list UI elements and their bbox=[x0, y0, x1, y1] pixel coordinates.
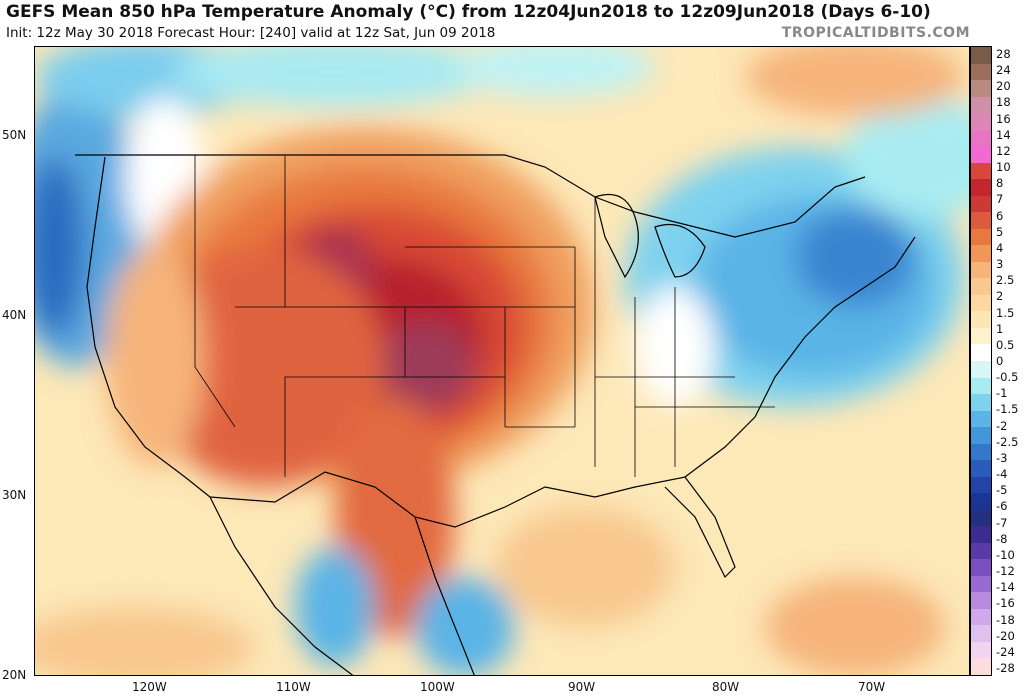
colorbar-cell bbox=[971, 460, 991, 478]
colorbar-label: 16 bbox=[996, 111, 1011, 126]
colorbar-label: 28 bbox=[996, 47, 1011, 61]
colorbar-cell bbox=[971, 47, 991, 65]
colorbar-cell bbox=[971, 361, 991, 379]
colorbar-label: 7 bbox=[996, 192, 1004, 207]
lon-label-110w: 110W bbox=[276, 680, 311, 694]
lat-label-30n: 30N bbox=[2, 488, 27, 502]
colorbar-label: -0.5 bbox=[996, 370, 1019, 385]
colorbar-cell bbox=[971, 410, 991, 428]
colorbar-cell bbox=[971, 658, 991, 676]
colorbar-cell bbox=[971, 179, 991, 197]
header: GEFS Mean 850 hPa Temperature Anomaly (°… bbox=[0, 0, 1024, 46]
colorbar-cell bbox=[971, 63, 991, 81]
colorbar-cell bbox=[971, 113, 991, 131]
anomaly-map bbox=[34, 46, 970, 676]
colorbar-label: -3 bbox=[996, 450, 1008, 465]
colorbar-label: -18 bbox=[996, 612, 1015, 627]
colorbar-label: -16 bbox=[996, 596, 1015, 611]
map-boundaries bbox=[75, 154, 916, 675]
colorbar-label: -8 bbox=[996, 531, 1008, 546]
colorbar-cell bbox=[971, 311, 991, 329]
colorbar-cell bbox=[971, 641, 991, 659]
colorbar-label: 8 bbox=[996, 176, 1004, 191]
map-title: GEFS Mean 850 hPa Temperature Anomaly (°… bbox=[6, 2, 931, 22]
lon-label-100w: 100W bbox=[420, 680, 455, 694]
colorbar-cell bbox=[971, 278, 991, 296]
colorbar-cell bbox=[971, 245, 991, 263]
colorbar-label: -6 bbox=[996, 499, 1008, 514]
colorbar-label: 24 bbox=[996, 63, 1011, 78]
colorbar-cell bbox=[971, 327, 991, 345]
colorbar-label: 12 bbox=[996, 143, 1011, 158]
colorbar-label: -2 bbox=[996, 418, 1008, 433]
colorbar-cell bbox=[971, 559, 991, 577]
colorbar-label: 4 bbox=[996, 240, 1004, 255]
colorbar-cell bbox=[971, 344, 991, 362]
colorbar-label: 18 bbox=[996, 95, 1011, 110]
colorbar-label: -1.5 bbox=[996, 402, 1019, 417]
colorbar-label: -1 bbox=[996, 386, 1008, 401]
colorbar-cell bbox=[971, 261, 991, 279]
colorbar bbox=[970, 46, 992, 676]
colorbar-cell bbox=[971, 592, 991, 610]
colorbar-cell bbox=[971, 575, 991, 593]
lon-label-120w: 120W bbox=[132, 680, 167, 694]
colorbar-cell bbox=[971, 509, 991, 527]
colorbar-label: -28 bbox=[996, 661, 1015, 675]
map-subtitle: Init: 12z May 30 2018 Forecast Hour: [24… bbox=[6, 25, 496, 41]
colorbar-label: 0.5 bbox=[996, 337, 1015, 352]
colorbar-label: 5 bbox=[996, 224, 1004, 239]
lon-label-70w: 70W bbox=[858, 680, 886, 694]
colorbar-label: 0 bbox=[996, 354, 1004, 368]
colorbar-label: 14 bbox=[996, 127, 1011, 142]
colorbar-label: -20 bbox=[996, 628, 1015, 643]
colorbar-label: 1 bbox=[996, 321, 1004, 336]
colorbar-cell bbox=[971, 162, 991, 180]
lat-label-40n: 40N bbox=[2, 308, 27, 322]
lat-label-20n: 20N bbox=[2, 668, 27, 682]
colorbar-cell bbox=[971, 394, 991, 412]
colorbar-cell bbox=[971, 195, 991, 213]
colorbar-cell bbox=[971, 608, 991, 626]
colorbar-label: 3 bbox=[996, 257, 1004, 272]
colorbar-label: -5 bbox=[996, 483, 1008, 498]
colorbar-label: -10 bbox=[996, 547, 1015, 562]
lon-label-80w: 80W bbox=[712, 680, 740, 694]
colorbar-cell bbox=[971, 129, 991, 147]
colorbar-label: 1.5 bbox=[996, 305, 1015, 320]
colorbar-cell bbox=[971, 80, 991, 98]
colorbar-cell bbox=[971, 377, 991, 395]
colorbar-cell bbox=[971, 443, 991, 461]
colorbar-label: -2.5 bbox=[996, 434, 1019, 449]
colorbar-label: 6 bbox=[996, 208, 1004, 223]
anomaly-field bbox=[35, 47, 969, 675]
colorbar-cell bbox=[971, 427, 991, 445]
colorbar-cell bbox=[971, 212, 991, 230]
colorbar-label: -7 bbox=[996, 515, 1008, 530]
colorbar-label: 20 bbox=[996, 79, 1011, 94]
colorbar-label: 10 bbox=[996, 160, 1011, 175]
colorbar-cell bbox=[971, 96, 991, 114]
lon-label-90w: 90W bbox=[568, 680, 596, 694]
colorbar-cell bbox=[971, 542, 991, 560]
colorbar-label: -12 bbox=[996, 564, 1015, 579]
colorbar-label: -4 bbox=[996, 467, 1008, 482]
colorbar-cell bbox=[971, 476, 991, 494]
colorbar-cell bbox=[971, 493, 991, 511]
colorbar-label: 2 bbox=[996, 289, 1004, 304]
colorbar-cell bbox=[971, 526, 991, 544]
colorbar-label: -14 bbox=[996, 580, 1015, 595]
map-svg bbox=[35, 47, 969, 675]
colorbar-cell bbox=[971, 625, 991, 643]
colorbar-label: 2.5 bbox=[996, 273, 1015, 288]
colorbar-cell bbox=[971, 146, 991, 164]
brand-watermark: TROPICALTIDBITS.COM bbox=[781, 25, 970, 41]
colorbar-cell bbox=[971, 228, 991, 246]
lat-label-50n: 50N bbox=[2, 128, 27, 142]
colorbar-label: -24 bbox=[996, 644, 1015, 659]
colorbar-cell bbox=[971, 294, 991, 312]
